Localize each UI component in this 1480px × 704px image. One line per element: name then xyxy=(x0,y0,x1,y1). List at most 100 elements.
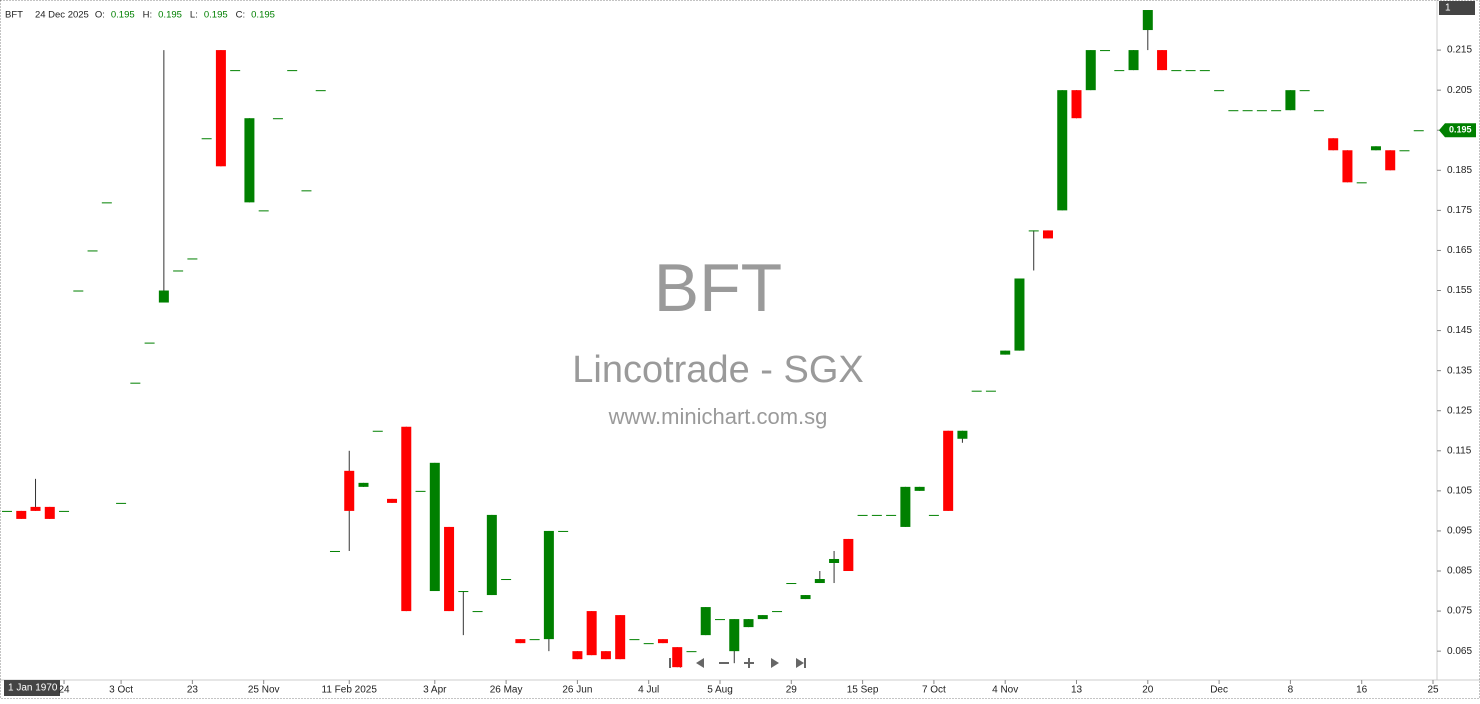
candle-body xyxy=(372,430,383,432)
candles xyxy=(2,10,1424,668)
nav-zoom-in[interactable] xyxy=(744,658,754,668)
last-price-tag xyxy=(1439,123,1476,138)
x-tick-label: 13 xyxy=(1071,685,1083,696)
watermark-broker: Lincotrade - SGX xyxy=(572,349,863,391)
candle-body xyxy=(943,430,954,511)
candle-body xyxy=(1342,150,1353,183)
panel-badge xyxy=(1439,1,1475,15)
x-tick-label: 23 xyxy=(187,685,199,696)
y-tick-label: 0.155 xyxy=(1447,285,1472,296)
candle-body xyxy=(272,118,283,120)
header-field-value: 0.195 xyxy=(204,10,228,21)
nav-last[interactable] xyxy=(796,658,804,668)
candle-body xyxy=(59,510,70,512)
x-tick-label: 24 xyxy=(58,685,70,696)
nav-next[interactable] xyxy=(771,658,779,668)
x-tick-label: 15 Sep xyxy=(847,685,879,696)
candle-body xyxy=(1085,50,1096,91)
candle-body xyxy=(886,514,897,516)
candle-body xyxy=(529,639,540,641)
y-tick-label: 0.095 xyxy=(1447,526,1472,537)
candle-body xyxy=(458,591,469,593)
candle-body xyxy=(258,210,269,212)
x-tick-label: 16 xyxy=(1356,685,1368,696)
nav-last[interactable] xyxy=(804,658,806,668)
x-tick-label: 11 Feb 2025 xyxy=(322,685,378,696)
candle-body xyxy=(971,390,982,392)
candle-body xyxy=(515,639,526,644)
candle-body xyxy=(1128,50,1139,71)
candle-body xyxy=(472,611,483,613)
header-field-label: H: xyxy=(143,10,153,21)
candle-body xyxy=(1100,50,1111,52)
candle-body xyxy=(686,651,697,653)
panel-label: 1 xyxy=(1445,3,1451,14)
candle-body xyxy=(1356,182,1367,184)
x-tick-label: 26 May xyxy=(490,685,523,696)
header-field-label: L: xyxy=(190,10,198,21)
y-tick-label: 0.075 xyxy=(1447,606,1472,617)
candle-body xyxy=(315,90,326,92)
candle-body xyxy=(857,514,868,516)
candle-body xyxy=(1328,138,1339,151)
candle-body xyxy=(600,651,611,660)
nav-controls xyxy=(669,658,806,668)
candle-body xyxy=(116,502,127,504)
candle-body xyxy=(201,138,212,140)
candle-body xyxy=(643,643,654,645)
candle-body xyxy=(230,70,241,72)
candle-body xyxy=(215,50,226,167)
candle-body xyxy=(1271,110,1282,112)
candle-body xyxy=(73,290,84,292)
candle-body xyxy=(358,482,369,487)
candle-body xyxy=(387,498,398,503)
crosshair-label: 1 Jan 1970 xyxy=(8,683,58,694)
candle-body xyxy=(743,619,754,628)
y-tick-label: 0.185 xyxy=(1447,165,1472,176)
header-field-label: C: xyxy=(236,10,246,21)
nav-first[interactable] xyxy=(669,658,671,668)
candle-body xyxy=(429,462,440,592)
candle-body xyxy=(914,486,925,491)
candle-body xyxy=(1000,350,1011,355)
nav-prev[interactable] xyxy=(696,658,704,668)
candle-body xyxy=(2,510,12,512)
y-tick-label: 0.105 xyxy=(1447,486,1472,497)
watermark-symbol: BFT xyxy=(654,250,782,326)
candle-body xyxy=(700,607,711,636)
header-field-label: O: xyxy=(95,10,105,21)
candle-body xyxy=(244,118,255,203)
candle-body xyxy=(786,583,797,585)
x-tick-label: 5 Aug xyxy=(707,685,733,696)
candle-body xyxy=(558,530,569,532)
y-tick-label: 0.175 xyxy=(1447,205,1472,216)
candle-body xyxy=(1114,70,1125,72)
x-tick-label: 3 Oct xyxy=(109,685,133,696)
x-tick-label: 26 Jun xyxy=(562,685,592,696)
candle-body xyxy=(1299,90,1310,92)
candle-body xyxy=(871,514,882,516)
candle-body xyxy=(87,250,98,252)
candle-body xyxy=(1413,130,1424,132)
candle-body xyxy=(729,619,740,652)
y-tick-label: 0.115 xyxy=(1447,445,1472,456)
candle-body xyxy=(187,258,198,260)
header-field-value: 0.195 xyxy=(251,10,275,21)
candle-body xyxy=(572,651,583,660)
candle-body xyxy=(1256,110,1267,112)
candle-body xyxy=(1142,10,1153,31)
candle-body xyxy=(1157,50,1168,71)
x-tick-label: 4 Jul xyxy=(638,685,659,696)
y-tick-label: 0.125 xyxy=(1447,405,1472,416)
y-tick-label: 0.205 xyxy=(1447,85,1472,96)
watermark-url: www.minichart.com.sg xyxy=(608,404,828,429)
candle-body xyxy=(814,579,825,584)
candle-body xyxy=(444,526,455,612)
nav-zoom-out[interactable] xyxy=(719,662,729,664)
candle-body xyxy=(101,202,112,204)
candle-body xyxy=(1185,70,1196,72)
candle-body xyxy=(1199,70,1210,72)
header-field-value: 0.195 xyxy=(111,10,135,21)
